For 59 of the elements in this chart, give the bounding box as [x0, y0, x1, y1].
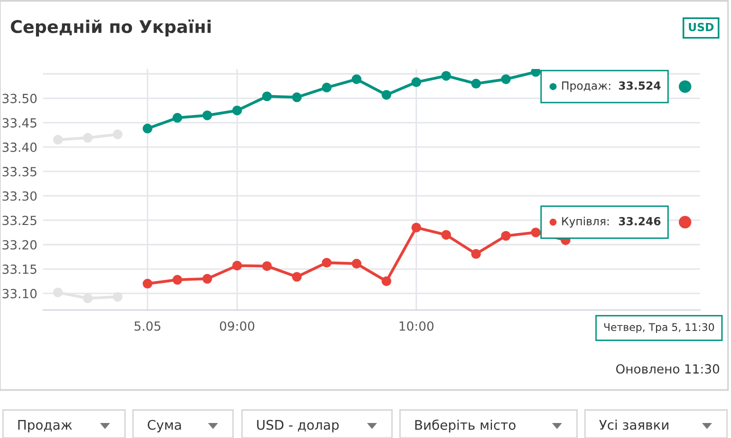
y-tick-label: 33.40	[2, 142, 37, 152]
point	[322, 258, 332, 268]
text: Сума	[148, 420, 181, 432]
text: Продаж	[18, 420, 72, 432]
point	[112, 130, 123, 140]
text: Виберіть місто	[415, 420, 516, 432]
point	[352, 258, 362, 269]
point	[471, 78, 481, 88]
point	[501, 230, 511, 241]
point	[411, 77, 422, 88]
legend-label: Купівля:	[562, 216, 609, 228]
point	[441, 70, 452, 81]
chart-title: Середній по Україні	[10, 19, 211, 37]
text: Усі заявки	[599, 420, 668, 430]
point	[411, 222, 422, 232]
point	[292, 272, 302, 282]
point	[172, 274, 182, 285]
point	[322, 82, 332, 92]
text: USD - долар	[257, 420, 339, 432]
point	[53, 288, 63, 298]
point	[501, 74, 511, 84]
point	[441, 230, 452, 240]
point	[262, 91, 272, 102]
x-tick-label: 10:00	[400, 321, 434, 331]
y-tick-label: 33.15	[2, 264, 36, 274]
point	[142, 124, 152, 134]
y-tick-label: 33.25	[2, 216, 36, 226]
point	[382, 90, 392, 100]
point	[232, 106, 242, 116]
text: USD	[688, 22, 714, 32]
y-tick-label: 33.45	[2, 118, 36, 128]
point	[292, 92, 302, 102]
point	[202, 274, 212, 284]
point	[202, 110, 212, 120]
text: Четвер, Тра 5, 11:30	[604, 323, 714, 334]
legend-label: Продаж:	[562, 82, 610, 92]
point	[142, 278, 152, 289]
point	[471, 249, 481, 259]
point	[82, 132, 93, 143]
y-tick-label: 33.50	[2, 94, 37, 104]
x-tick-label: 5.05	[134, 321, 160, 331]
point	[530, 228, 541, 238]
data-label: 33.524	[618, 81, 661, 90]
y-tick-label: 33.35	[2, 166, 36, 176]
y-tick-label: 33.20	[2, 240, 37, 250]
point	[112, 292, 123, 302]
point	[382, 276, 392, 286]
point	[82, 293, 93, 304]
y-tick-label: 33.30	[2, 191, 37, 201]
text: Оновлено 11:30	[616, 364, 720, 374]
point	[352, 74, 362, 84]
point	[262, 261, 272, 271]
point	[530, 69, 541, 77]
x-tick-label: 09:00	[220, 321, 254, 331]
point	[232, 260, 242, 270]
point	[53, 134, 63, 145]
point	[172, 112, 182, 123]
y-tick-label: 33.10	[2, 288, 37, 298]
data-label: 33.246	[618, 217, 660, 226]
